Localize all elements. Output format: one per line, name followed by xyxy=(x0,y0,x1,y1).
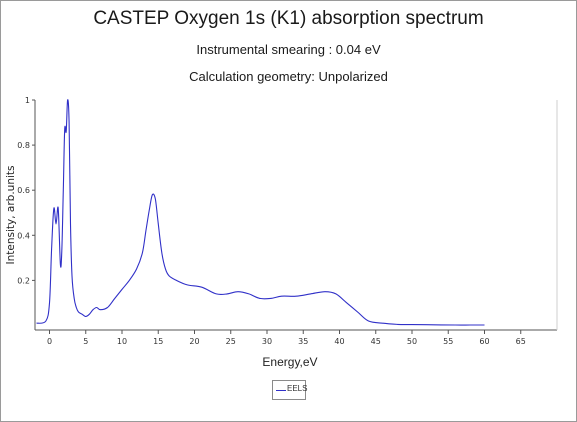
x-tick-label: 55 xyxy=(443,337,453,346)
y-tick-label: 0.4 xyxy=(17,231,30,240)
x-tick-label: 5 xyxy=(83,337,88,346)
y-tick-label: 0.8 xyxy=(17,141,30,150)
plot-area xyxy=(34,100,558,331)
legend-swatch xyxy=(276,390,286,391)
x-tick-label: 50 xyxy=(407,337,417,346)
x-tick-label: 45 xyxy=(371,337,381,346)
y-tick-label: 0.2 xyxy=(17,276,30,285)
x-tick-label: 10 xyxy=(117,337,127,346)
chart-title: CASTEP Oxygen 1s (K1) absorption spectru… xyxy=(93,8,484,29)
y-axis-label: Intensity, arb.units xyxy=(5,166,17,265)
x-ticks: 0 5 10 15 20 25 30 35 40 45 50 55 60 65 xyxy=(47,330,526,346)
x-tick-label: 15 xyxy=(153,337,163,346)
legend: EELS xyxy=(272,380,308,400)
x-axis-label: Energy,eV xyxy=(262,355,317,369)
x-tick-label: 0 xyxy=(47,337,52,346)
y-tick-label: 0.6 xyxy=(17,186,30,195)
y-tick-label: 1 xyxy=(25,96,30,105)
x-tick-label: 65 xyxy=(516,337,526,346)
legend-label-eels: EELS xyxy=(287,384,308,393)
y-ticks: 0.2 0.4 0.6 0.8 1 xyxy=(17,96,35,285)
x-tick-label: 25 xyxy=(226,337,236,346)
series-line-eels xyxy=(36,99,485,326)
x-tick-label: 20 xyxy=(189,337,199,346)
x-tick-label: 30 xyxy=(262,337,272,346)
x-tick-label: 40 xyxy=(334,337,344,346)
x-tick-label: 35 xyxy=(298,337,308,346)
chart-subtitle-smearing: Instrumental smearing : 0.04 eV xyxy=(196,42,381,57)
chart-subtitle-geometry: Calculation geometry: Unpolarized xyxy=(189,69,388,84)
x-tick-label: 60 xyxy=(479,337,489,346)
